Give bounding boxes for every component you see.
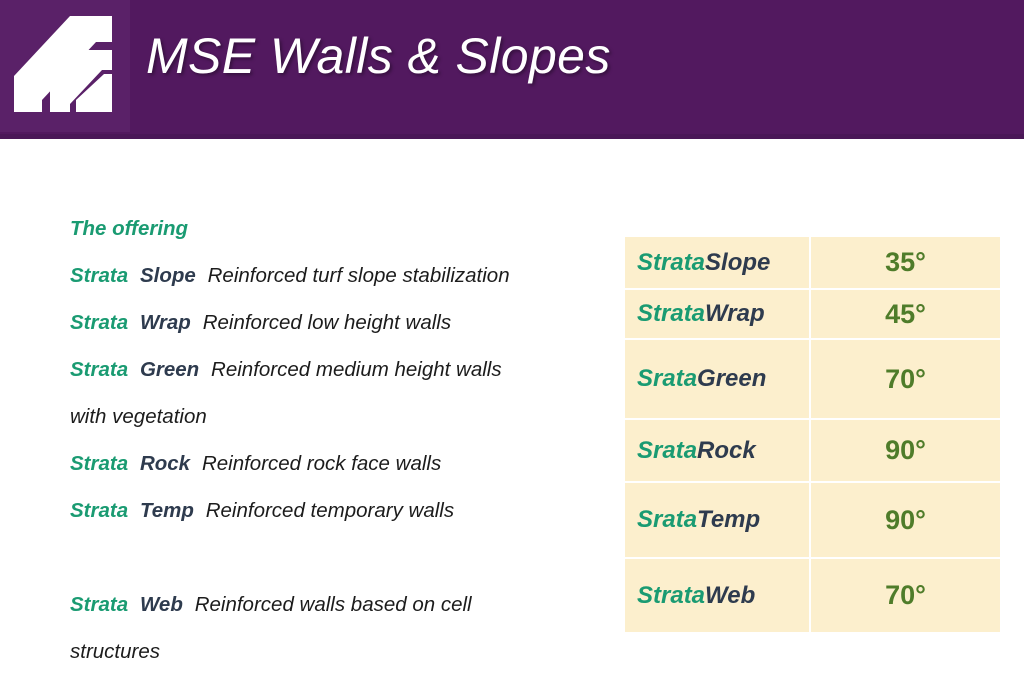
table-cell-product: SrataRock (625, 420, 811, 483)
table-cell-angle: 35° (811, 237, 1000, 290)
table-cell-product: StrataSlope (625, 237, 811, 290)
table-cell-brand: Srata (637, 506, 698, 533)
offering-item-brand: Strata (70, 499, 129, 522)
offering-item-brand: Strata (70, 311, 129, 334)
offering-spacer (70, 534, 590, 581)
logo-container (0, 0, 130, 132)
table-cell-angle: 70° (811, 340, 1000, 420)
offering-item-continuation-text: with vegetation (70, 405, 207, 428)
offering-item-continuation: with vegetation (70, 393, 590, 440)
angle-value: 35° (885, 247, 926, 277)
offering-item-product: Green (139, 358, 200, 381)
offering-item-continuation: structures (70, 628, 590, 675)
offering-item: Strata Temp Reinforced temporary walls (70, 487, 590, 534)
offering-item: Strata Web Reinforced walls based on cel… (70, 581, 590, 628)
table-cell-brand: Strata (637, 248, 706, 276)
page-title: MSE Walls & Slopes (146, 28, 611, 84)
strata-terrace-logo-icon (14, 16, 112, 112)
offering-item-product: Web (139, 593, 183, 616)
table-cell-brand: Srata (637, 365, 698, 392)
offering-item-description: Reinforced low height walls (202, 311, 452, 334)
table-cell-angle: 90° (811, 420, 1000, 483)
table-row: StrataSlope 35° (625, 237, 1000, 290)
offering-item-brand: Strata (70, 264, 129, 287)
offering-item-product: Rock (139, 452, 191, 475)
offering-item-brand: Strata (70, 452, 129, 475)
header-bar: MSE Walls & Slopes (0, 0, 1024, 139)
table-cell-angle: 70° (811, 559, 1000, 632)
table-cell-product: StrataWeb (625, 559, 811, 632)
angle-value: 90° (885, 435, 926, 465)
offering-item: Strata Wrap Reinforced low height walls (70, 299, 590, 346)
offering-item-description: Reinforced temporary walls (205, 499, 455, 522)
offering-item-description: Reinforced walls based on cell (194, 593, 472, 616)
table-cell-product-name: Slope (705, 248, 771, 276)
offering-item-product: Slope (139, 264, 196, 287)
offering-heading: The offering (70, 217, 189, 240)
table-cell-brand: Srata (637, 436, 698, 464)
table-cell-product-name: Web (705, 581, 756, 609)
table-cell-product-name: Wrap (705, 300, 765, 327)
table-cell-angle: 90° (811, 483, 1000, 559)
table-cell-product-name: Temp (697, 506, 761, 533)
table-row: SrataGreen 70° (625, 340, 1000, 420)
offering-item-brand: Strata (70, 358, 129, 381)
table-cell-product-name: Green (697, 365, 767, 392)
offering-item-description: Reinforced turf slope stabilization (207, 264, 510, 287)
angle-value: 70° (885, 580, 926, 610)
table-row: StrataWrap 45° (625, 290, 1000, 340)
angle-value: 45° (885, 298, 926, 329)
angle-table: StrataSlope 35° StrataWrap 45° (625, 237, 1000, 632)
offering-item-description: Reinforced medium height walls (211, 358, 502, 381)
table-cell-angle: 45° (811, 290, 1000, 340)
table-cell-brand: Strata (637, 581, 706, 609)
table-cell-brand: Strata (637, 300, 706, 327)
table-row: StrataWeb 70° (625, 559, 1000, 632)
offering-block: The offering Strata Slope Reinforced tur… (70, 205, 590, 675)
offering-item-product: Wrap (139, 311, 191, 334)
table-row: SrataTemp 90° (625, 483, 1000, 559)
table-cell-product: StrataWrap (625, 290, 811, 340)
angle-value: 70° (885, 363, 926, 394)
table-cell-product: SrataTemp (625, 483, 811, 559)
offering-item-brand: Strata (70, 593, 129, 616)
angle-value: 90° (885, 504, 926, 535)
offering-item: Strata Green Reinforced medium height wa… (70, 346, 590, 393)
offering-item-product: Temp (139, 499, 194, 522)
table-cell-product-name: Rock (697, 436, 756, 464)
header-underline (0, 134, 1024, 139)
offering-item: Strata Rock Reinforced rock face walls (70, 440, 590, 487)
offering-item-continuation-text: structures (70, 640, 160, 663)
offering-item-description: Reinforced rock face walls (201, 452, 442, 475)
table-cell-product: SrataGreen (625, 340, 811, 420)
table-row: SrataRock 90° (625, 420, 1000, 483)
offering-item: Strata Slope Reinforced turf slope stabi… (70, 252, 590, 299)
